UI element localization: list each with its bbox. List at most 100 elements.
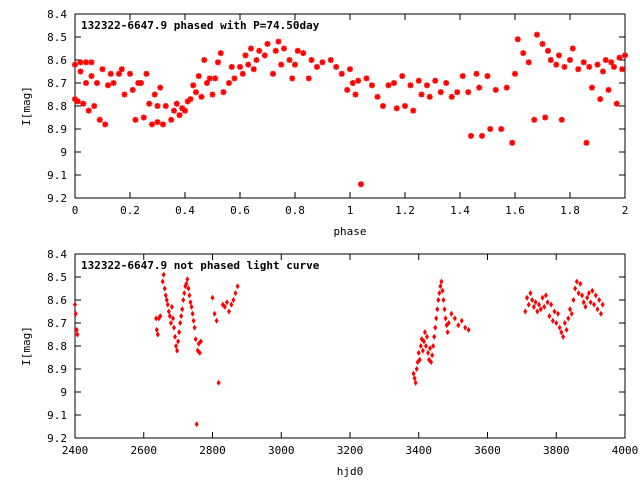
- data-point: [281, 45, 287, 52]
- data-point: [424, 82, 430, 89]
- data-point: [598, 310, 603, 317]
- data-point: [573, 285, 578, 292]
- data-point: [437, 89, 444, 96]
- data-point: [129, 86, 136, 93]
- y-tick-label: 8.5: [47, 31, 67, 44]
- data-point: [407, 82, 414, 89]
- data-point: [173, 333, 178, 340]
- data-point: [74, 326, 79, 333]
- data-point: [380, 103, 386, 109]
- data-point: [435, 306, 440, 313]
- data-point: [217, 50, 224, 57]
- y-tick-label: 8.4: [47, 8, 67, 21]
- data-point: [473, 70, 480, 77]
- data-point: [181, 297, 186, 303]
- data-point: [393, 105, 400, 112]
- data-point: [425, 333, 429, 340]
- data-point: [172, 324, 176, 331]
- data-point: [463, 324, 468, 331]
- data-point: [533, 299, 538, 306]
- chart-title: 132322-6647.9 phased with P=74.50day: [81, 19, 320, 32]
- data-point: [80, 100, 87, 107]
- data-point: [264, 40, 271, 47]
- data-point: [555, 310, 560, 317]
- data-point: [602, 57, 609, 63]
- data-point: [222, 303, 227, 310]
- x-tick-label: 2600: [131, 444, 158, 457]
- data-point: [589, 84, 595, 91]
- data-point: [161, 271, 166, 278]
- data-point: [214, 317, 219, 324]
- data-point: [556, 52, 562, 59]
- y-tick-label: 9.2: [47, 432, 67, 445]
- x-tick-label: 0.8: [285, 204, 305, 217]
- data-point: [261, 52, 268, 59]
- data-point: [143, 70, 150, 77]
- data-point: [459, 73, 466, 80]
- data-point: [187, 292, 192, 299]
- x-tick-label: 1: [347, 204, 354, 217]
- x-tick-label: 3000: [268, 444, 295, 457]
- data-point: [436, 297, 441, 303]
- x-tick-label: 1.8: [560, 204, 580, 217]
- data-point: [487, 126, 494, 132]
- data-point: [171, 107, 177, 114]
- data-point: [344, 86, 351, 93]
- data-point: [166, 308, 171, 315]
- data-point: [538, 306, 543, 313]
- x-tick-label: 3600: [474, 444, 501, 457]
- data-point: [547, 57, 554, 63]
- data-point: [583, 303, 588, 310]
- data-point: [594, 61, 601, 68]
- data-point: [446, 320, 451, 326]
- data-point: [154, 326, 159, 333]
- data-point: [531, 116, 538, 123]
- data-point: [175, 347, 180, 354]
- data-point: [509, 139, 516, 146]
- data-point: [270, 70, 276, 77]
- x-tick-label: 1.2: [395, 204, 415, 217]
- data-point: [414, 366, 419, 372]
- data-point: [391, 80, 397, 86]
- data-point: [539, 40, 546, 47]
- data-point: [426, 93, 433, 100]
- data-point: [210, 294, 215, 301]
- data-point: [118, 66, 125, 73]
- data-point: [550, 317, 555, 324]
- data-point: [294, 47, 301, 54]
- data-point: [358, 181, 364, 188]
- data-point: [549, 301, 554, 308]
- data-point: [412, 375, 417, 382]
- data-point: [162, 103, 169, 109]
- data-point: [530, 297, 535, 303]
- data-point: [160, 278, 165, 285]
- data-point: [540, 294, 545, 301]
- data-point: [545, 299, 550, 306]
- y-tick-label: 8.4: [47, 248, 67, 261]
- data-point: [441, 297, 446, 303]
- data-point: [454, 89, 461, 96]
- x-tick-label: 0.4: [175, 204, 195, 217]
- data-point: [432, 333, 437, 340]
- data-point: [174, 343, 179, 349]
- data-point: [552, 308, 557, 315]
- data-point: [468, 132, 474, 139]
- data-point: [272, 47, 279, 54]
- x-tick-label: 0: [72, 204, 79, 217]
- data-point: [443, 315, 448, 322]
- data-point: [235, 283, 240, 290]
- data-point: [430, 352, 435, 359]
- data-point: [445, 329, 450, 336]
- data-point: [231, 297, 236, 303]
- data-point: [91, 103, 98, 109]
- data-point: [531, 303, 536, 310]
- data-point: [327, 57, 334, 63]
- y-axis-label: I[mag]: [20, 86, 33, 126]
- data-point: [157, 84, 164, 91]
- data-point: [600, 301, 605, 308]
- data-point: [578, 280, 583, 287]
- data-point: [94, 80, 100, 86]
- data-point: [567, 57, 573, 63]
- y-tick-label: 8.7: [47, 317, 67, 330]
